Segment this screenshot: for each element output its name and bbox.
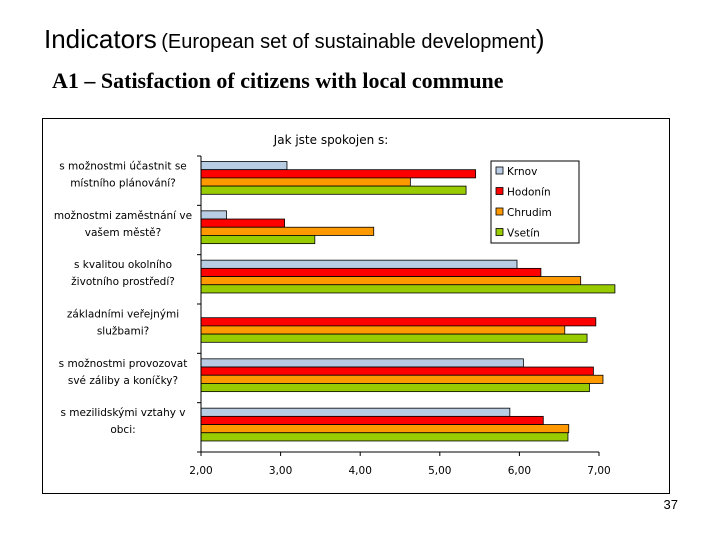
legend-swatch-krnov xyxy=(495,166,504,175)
bar-chrudim-4 xyxy=(200,374,604,384)
bar-chrudim-2 xyxy=(200,276,582,286)
x-tick-label-1: 3,00 xyxy=(269,465,292,477)
title-paren-text: European set of sustainable development xyxy=(167,31,536,53)
title-paren: (European set of sustainable development xyxy=(161,31,536,53)
legend-label-vsetín: Vsetín xyxy=(507,228,540,240)
slide-title: Indicators (European set of sustainable … xyxy=(44,24,545,55)
bar-hodonín-0 xyxy=(200,169,477,179)
bar-vsetín-2 xyxy=(200,284,616,294)
legend-box xyxy=(490,160,580,244)
bar-krnov-1 xyxy=(200,210,227,220)
category-label-0: s možnostmi účastnit se místního plánován… xyxy=(59,161,187,190)
bar-krnov-4 xyxy=(200,358,524,368)
bar-vsetín-3 xyxy=(200,333,588,343)
bar-chrudim-1 xyxy=(200,226,375,236)
bar-chrudim-5 xyxy=(200,424,570,434)
legend-swatch-hodonín xyxy=(495,187,504,195)
bar-krnov-0 xyxy=(200,161,288,171)
category-label-1: možnostmi zaměstnání ve vašem městě? xyxy=(54,210,192,239)
chart-frame: Jak jste spokojen s: s možnostmi účastnit… xyxy=(42,118,670,494)
legend-label-chrudim: Chrudim xyxy=(507,207,552,219)
legend-swatch-vsetín xyxy=(495,228,504,236)
legend-label-krnov: Krnov xyxy=(507,166,537,178)
bar-vsetín-1 xyxy=(200,235,316,245)
x-tick-label-0: 2,00 xyxy=(189,465,212,477)
bar-chrudim-3 xyxy=(200,325,566,335)
category-label-5: s mezilidskými vztahy v obci: xyxy=(61,407,186,436)
x-tick-label-3: 5,00 xyxy=(428,465,451,477)
chart-title: Jak jste spokojen s: xyxy=(273,133,389,147)
x-tick-label-2: 4,00 xyxy=(349,465,372,477)
bar-chart: Jak jste spokojen s: s možnostmi účastnit… xyxy=(54,133,616,477)
bar-krnov-5 xyxy=(200,407,511,417)
slide-subtitle: A1 – Satisfaction of citizens with local… xyxy=(52,68,504,93)
category-label-4: s možnostmi provozovat své záliby a koníč… xyxy=(59,358,188,387)
bar-hodonín-1 xyxy=(200,218,285,228)
bar-hodonín-4 xyxy=(200,366,594,376)
category-label-2: s kvalitou okolního životního prostředí? xyxy=(71,259,175,288)
bar-vsetín-0 xyxy=(200,185,467,195)
legend-label-hodonín: Hodonín xyxy=(507,187,551,199)
page-number: 37 xyxy=(663,497,678,512)
bar-vsetín-5 xyxy=(200,432,569,442)
legend-swatch-chrudim xyxy=(495,207,504,216)
title-main: Indicators xyxy=(44,24,157,54)
bar-chrudim-0 xyxy=(200,177,411,187)
x-tick-label-4: 6,00 xyxy=(508,465,531,477)
bar-hodonín-3 xyxy=(200,317,597,327)
x-tick-label-5: 7,00 xyxy=(587,465,610,477)
bar-hodonín-2 xyxy=(200,267,542,277)
bar-hodonín-5 xyxy=(200,415,544,425)
title-close-paren: ) xyxy=(535,24,545,54)
bar-krnov-2 xyxy=(200,259,518,269)
category-label-3: základními veřejnými službami? xyxy=(67,309,179,338)
bar-vsetín-4 xyxy=(200,383,590,393)
